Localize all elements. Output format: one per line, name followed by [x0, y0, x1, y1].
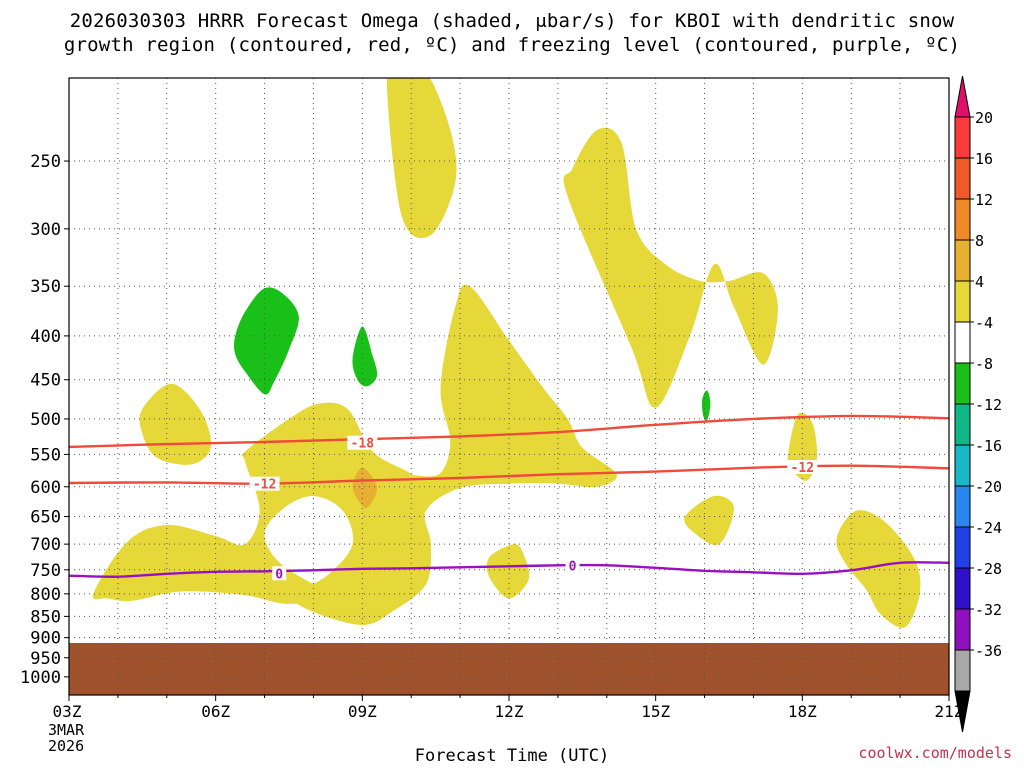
colorbar-segment [954, 280, 971, 323]
y-tick-label: 350 [30, 277, 61, 297]
y-tick-label: 850 [30, 607, 61, 627]
y-tick-label: 800 [30, 585, 61, 605]
colorbar-segment [954, 608, 971, 651]
colorbar-label: -32 [975, 601, 1002, 619]
dgz-minus-18-label: -18 [351, 437, 375, 452]
contour-label-bg [272, 566, 287, 581]
colorbar-label: -36 [975, 642, 1002, 660]
yellow-region [684, 495, 734, 546]
dgz-minus-12-label: -12 [253, 478, 276, 493]
colorbar-segment [954, 649, 971, 692]
colorbar-label: 16 [975, 150, 993, 168]
colorbar-label: -16 [975, 437, 1002, 455]
y-tick-label: 1000 [20, 668, 61, 688]
freezing-level-0-contour [69, 561, 949, 578]
site-credit[interactable]: coolwx.com/models [858, 744, 1012, 762]
freezing-level-0-label: 0 [569, 559, 577, 574]
x-axis-label: Forecast Time (UTC) [414, 746, 610, 766]
colorbar-segment [954, 526, 971, 569]
colorbar-label: -28 [975, 560, 1002, 578]
x-tick-label: 18Z [788, 702, 817, 721]
chart-title-line2: growth region (contoured, red, ºC) and f… [63, 34, 961, 56]
x-tick-label: 12Z [495, 702, 524, 721]
green-region [701, 390, 711, 421]
chart-title-line1: 2026030303 HRRR Forecast Omega (shaded, … [69, 10, 955, 32]
yellow-region [386, 78, 457, 238]
colorbar-label: -12 [975, 396, 1002, 414]
y-tick-label: 900 [30, 629, 61, 649]
x-tick-label: 03Z [53, 702, 82, 721]
colorbar-segment [954, 362, 971, 405]
yellow-region [563, 127, 778, 408]
colorbar-label: -8 [975, 355, 993, 373]
colorbar-label: -4 [975, 314, 993, 332]
colorbar-label: 4 [975, 273, 984, 291]
colorbar-label: -24 [975, 519, 1002, 537]
x-tick-label: 09Z [348, 702, 377, 721]
contour-label-bg [787, 460, 818, 475]
yellow-region [836, 510, 921, 628]
colorbar-bottom-arrow [954, 690, 971, 733]
y-tick-label: 700 [30, 535, 61, 555]
contour-label-bg [249, 476, 280, 491]
colorbar-label: -20 [975, 478, 1002, 496]
date-label-year: 2026 [48, 737, 85, 755]
y-tick-label: 250 [30, 152, 61, 172]
y-tick-label: 550 [30, 445, 61, 465]
dgz-minus-12-label: -12 [791, 461, 814, 476]
date-label-day: 3MAR [48, 721, 85, 739]
colorbar-segment [954, 567, 971, 610]
green-region [352, 326, 378, 387]
colorbar-segment [954, 444, 971, 487]
freezing-level-0-label: 0 [275, 567, 283, 582]
green-region [234, 287, 299, 395]
y-tick-label: 500 [30, 410, 61, 430]
colorbar-segment [954, 157, 971, 200]
x-tick-label: 15Z [641, 702, 670, 721]
colorbar-segment [954, 239, 971, 282]
contour-label-bg [347, 435, 378, 450]
dgz-minus-18-contour [69, 414, 949, 449]
x-tick-label: 06Z [201, 702, 230, 721]
colorbar-label: 20 [975, 109, 993, 127]
yellow-region [486, 544, 530, 599]
colorbar-top-arrow [954, 75, 971, 118]
contour-label-bg [565, 558, 580, 573]
y-tick-label: 600 [30, 478, 61, 498]
x-tick-label: 21Z [935, 702, 964, 721]
colorbar-segment [954, 321, 971, 364]
y-tick-label: 450 [30, 371, 61, 391]
y-tick-label: 650 [30, 508, 61, 528]
y-tick-label: 950 [30, 649, 61, 669]
y-tick-label: 300 [30, 220, 61, 240]
colorbar-segment [954, 403, 971, 446]
orange-region [352, 467, 378, 509]
colorbar-label: 12 [975, 191, 993, 209]
y-tick-label: 400 [30, 327, 61, 347]
colorbar-segment [954, 116, 971, 159]
y-tick-label: 750 [30, 561, 61, 581]
colorbar-segment [954, 198, 971, 241]
plot-area: -18 -12 -12 0 0 [69, 78, 949, 695]
colorbar-segment [954, 485, 971, 528]
colorbar-label: 8 [975, 232, 984, 250]
